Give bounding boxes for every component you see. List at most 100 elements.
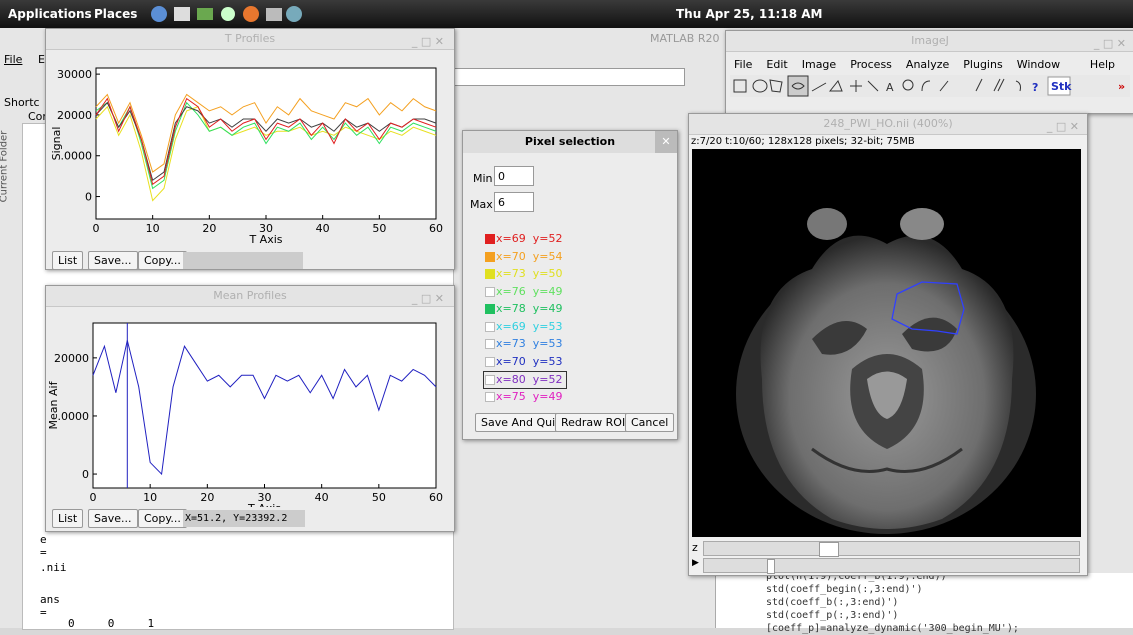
menu-item[interactable]: Window [1017, 58, 1060, 71]
x-tick-label: 60 [429, 222, 443, 235]
current-folder-tab[interactable]: Current Folder [4, 123, 18, 213]
title-bar: Mean Profiles_ □ ✕ [46, 286, 454, 307]
button[interactable]: Redraw ROI [555, 413, 631, 432]
screen: {"top_bar":{"applications":"Applications… [0, 0, 1133, 628]
menu-item[interactable]: Analyze [906, 58, 949, 71]
stack-tool[interactable]: Stk [1051, 80, 1072, 93]
menu-edit[interactable]: E [38, 53, 45, 66]
path-field[interactable] [453, 68, 685, 86]
image-info: z:7/20 t:10/60; 128x128 pixels; 32-bit; … [691, 136, 915, 147]
x-tick-label: 0 [90, 491, 97, 504]
checkbox[interactable] [485, 339, 495, 349]
menu-item[interactable]: File [734, 58, 752, 71]
pixel-y: y=53 [533, 355, 563, 368]
checkbox[interactable] [485, 234, 495, 244]
checkbox[interactable] [485, 357, 495, 367]
menu-item[interactable]: Plugins [963, 58, 1002, 71]
close-button[interactable]: ✕ [655, 131, 677, 153]
svg-text:A: A [886, 81, 894, 94]
image-window: 248_PWI_HO.nii (400%)_ □ ✕ z:7/20 t:10/6… [688, 113, 1088, 576]
z-slider-label: z [692, 541, 698, 554]
x-tick-label: 20 [200, 491, 214, 504]
button[interactable]: Save... [88, 251, 138, 270]
places-menu[interactable]: Places [94, 0, 137, 28]
pixel-y: y=52 [533, 373, 563, 386]
pixel-x: x=78 [496, 302, 526, 315]
x-tick-label: 10 [146, 222, 160, 235]
title-bar: ImageJ_ □ ✕ [726, 31, 1133, 52]
button[interactable]: List [52, 251, 83, 270]
menu-item[interactable]: Image [802, 58, 836, 71]
window-title: T Profiles [225, 32, 275, 45]
y-axis-label: Mean Aif [47, 380, 60, 429]
checkbox[interactable] [485, 375, 495, 385]
checkbox[interactable] [485, 287, 495, 297]
title-bar: 248_PWI_HO.nii (400%)_ □ ✕ [689, 114, 1087, 135]
code-line[interactable]: std(coeff_b(:,3:end)') [766, 596, 1019, 609]
button[interactable]: Save And Quit [475, 413, 565, 432]
button[interactable]: Save... [88, 509, 138, 528]
y-tick-label: 20000 [54, 352, 89, 365]
launcher-icons[interactable] [150, 5, 310, 23]
x-axis-label: T Axis [248, 233, 282, 246]
y-tick-label: .0000 [61, 150, 93, 163]
title-bar: T Profiles_ □ ✕ [46, 29, 454, 50]
x-tick-label: 40 [315, 491, 329, 504]
x-tick-label: 40 [316, 222, 330, 235]
menu-item[interactable]: Edit [766, 58, 787, 71]
pixel-row: x=69y=53 [485, 319, 562, 335]
clock[interactable]: Thu Apr 25, 11:18 AM [676, 0, 822, 28]
checkbox[interactable] [485, 304, 495, 314]
applications-menu[interactable]: Applications [8, 0, 92, 28]
menu-item[interactable]: Help [1090, 58, 1115, 71]
x-tick-label: 50 [372, 491, 386, 504]
history-panel[interactable]: plot(h(1:9),coeff_b(1:9,:end))std(coeff_… [715, 573, 1133, 628]
pixel-row: x=78y=49 [485, 301, 562, 317]
pixel-row: x=70 y=53 [485, 354, 562, 370]
code-line[interactable]: [coeff_p]=analyze_dynamic('300_begin_MU'… [766, 622, 1019, 635]
min-input[interactable]: 0 [494, 166, 534, 186]
pixel-y: y=49 [533, 390, 563, 403]
matlab-title: MATLAB R20 [650, 32, 719, 45]
x-tick-label: 0 [93, 222, 100, 235]
dialog-title: Pixel selection [525, 135, 615, 148]
window-title: ImageJ [911, 34, 949, 47]
menu-item[interactable]: Process [850, 58, 892, 71]
x-tick-label: 60 [429, 491, 443, 504]
x-tick-label: 10 [143, 491, 157, 504]
pixel-row: x=73y=50 [485, 266, 562, 282]
menu-file[interactable]: File [4, 53, 22, 66]
button[interactable]: Copy... [138, 509, 187, 528]
checkbox[interactable] [485, 392, 495, 402]
checkbox[interactable] [485, 252, 495, 262]
button[interactable]: Cancel [625, 413, 674, 432]
x-tick-label: 20 [202, 222, 216, 235]
mri-image[interactable] [692, 149, 1081, 537]
current-folder-label[interactable]: Current Folder [0, 131, 9, 203]
code-line[interactable]: std(coeff_p(:,3:end)') [766, 609, 1019, 622]
code-line[interactable]: std(coeff_begin(:,3:end)') [766, 583, 1019, 596]
button[interactable]: List [52, 509, 83, 528]
pixel-y: y=54 [533, 250, 563, 263]
y-axis-label: Signal [50, 127, 63, 161]
shortcuts[interactable]: Shortc [4, 96, 40, 109]
pixel-selection-dialog: Pixel selection ✕ Min 0 Max 6 x=69y=52x=… [462, 130, 678, 440]
t-slider[interactable] [703, 558, 1080, 573]
checkbox[interactable] [485, 269, 495, 279]
pixel-x: x=70 [496, 355, 526, 368]
pixel-y: y=50 [533, 267, 563, 280]
button[interactable]: Copy... [138, 251, 187, 270]
max-input[interactable]: 6 [494, 192, 534, 212]
x-tick-label: 50 [372, 222, 386, 235]
toolbar[interactable]: A ? Stk » [730, 75, 1130, 97]
pixel-y: y=53 [533, 320, 563, 333]
pixel-x: x=69 [496, 232, 526, 245]
pixel-y: y=49 [533, 285, 563, 298]
z-slider[interactable] [703, 541, 1080, 556]
checkbox[interactable] [485, 322, 495, 332]
y-tick-label: 30000 [57, 68, 92, 81]
